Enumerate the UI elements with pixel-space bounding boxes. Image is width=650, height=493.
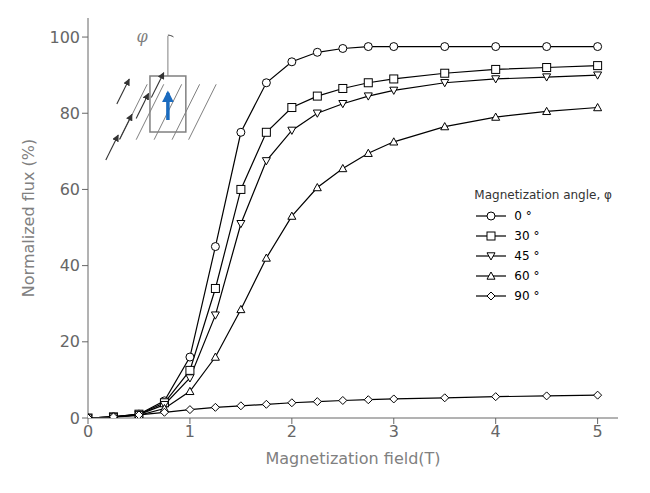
html-text:0 °: 0 °: [514, 209, 532, 223]
html-text:90 °: 90 °: [514, 289, 540, 303]
svg-text:100: 100: [49, 28, 80, 47]
svg-text:0: 0: [70, 409, 80, 428]
html-text:45 °: 45 °: [514, 249, 540, 263]
html-text:Magnetization angle, φ: Magnetization angle, φ: [474, 188, 612, 202]
svg-text:20: 20: [60, 332, 80, 351]
svg-text:60: 60: [60, 180, 80, 199]
svg-text:2: 2: [287, 422, 297, 441]
svg-text:Normalized flux (%): Normalized flux (%): [19, 139, 38, 297]
svg-text:0: 0: [83, 422, 93, 441]
html-text:φ: φ: [136, 26, 148, 46]
svg-text:1: 1: [185, 422, 195, 441]
html-text:60 °: 60 °: [514, 269, 540, 283]
svg-text:5: 5: [593, 422, 603, 441]
svg-text:40: 40: [60, 256, 80, 275]
svg-text:4: 4: [491, 422, 501, 441]
svg-text:Magnetization field(T): Magnetization field(T): [265, 449, 440, 468]
svg-text:80: 80: [60, 104, 80, 123]
svg-text:3: 3: [389, 422, 399, 441]
html-text:30 °: 30 °: [514, 229, 540, 243]
